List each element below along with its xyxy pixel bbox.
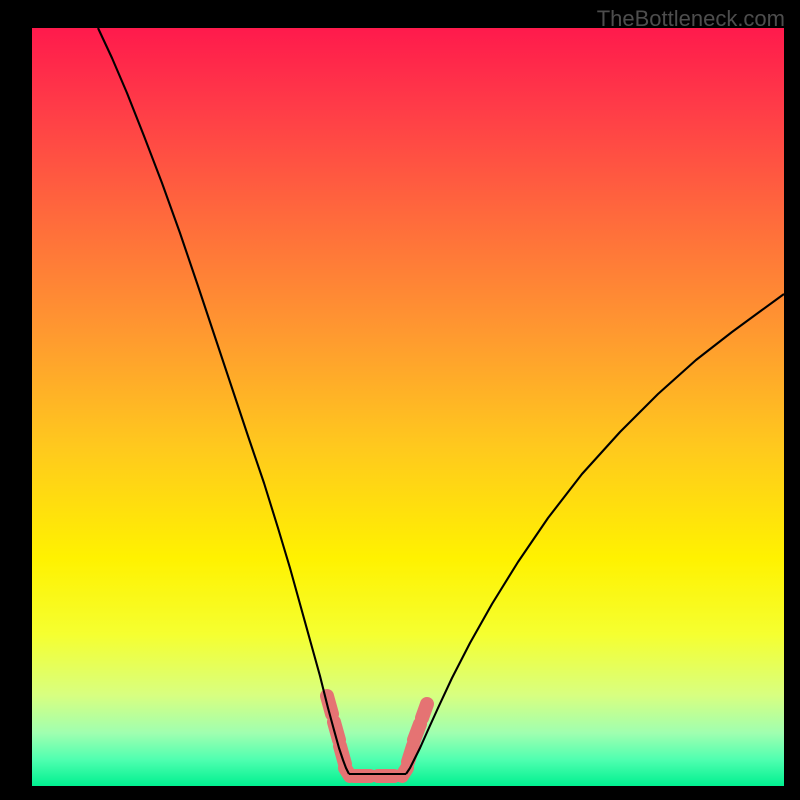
chart-container: TheBottleneck.com xyxy=(0,0,800,800)
gradient-background xyxy=(32,28,784,786)
watermark-text: TheBottleneck.com xyxy=(597,6,785,32)
plot-svg xyxy=(0,0,800,800)
highlight-dash xyxy=(422,704,427,718)
highlight-dash xyxy=(414,724,420,740)
highlight-dash xyxy=(408,746,413,762)
